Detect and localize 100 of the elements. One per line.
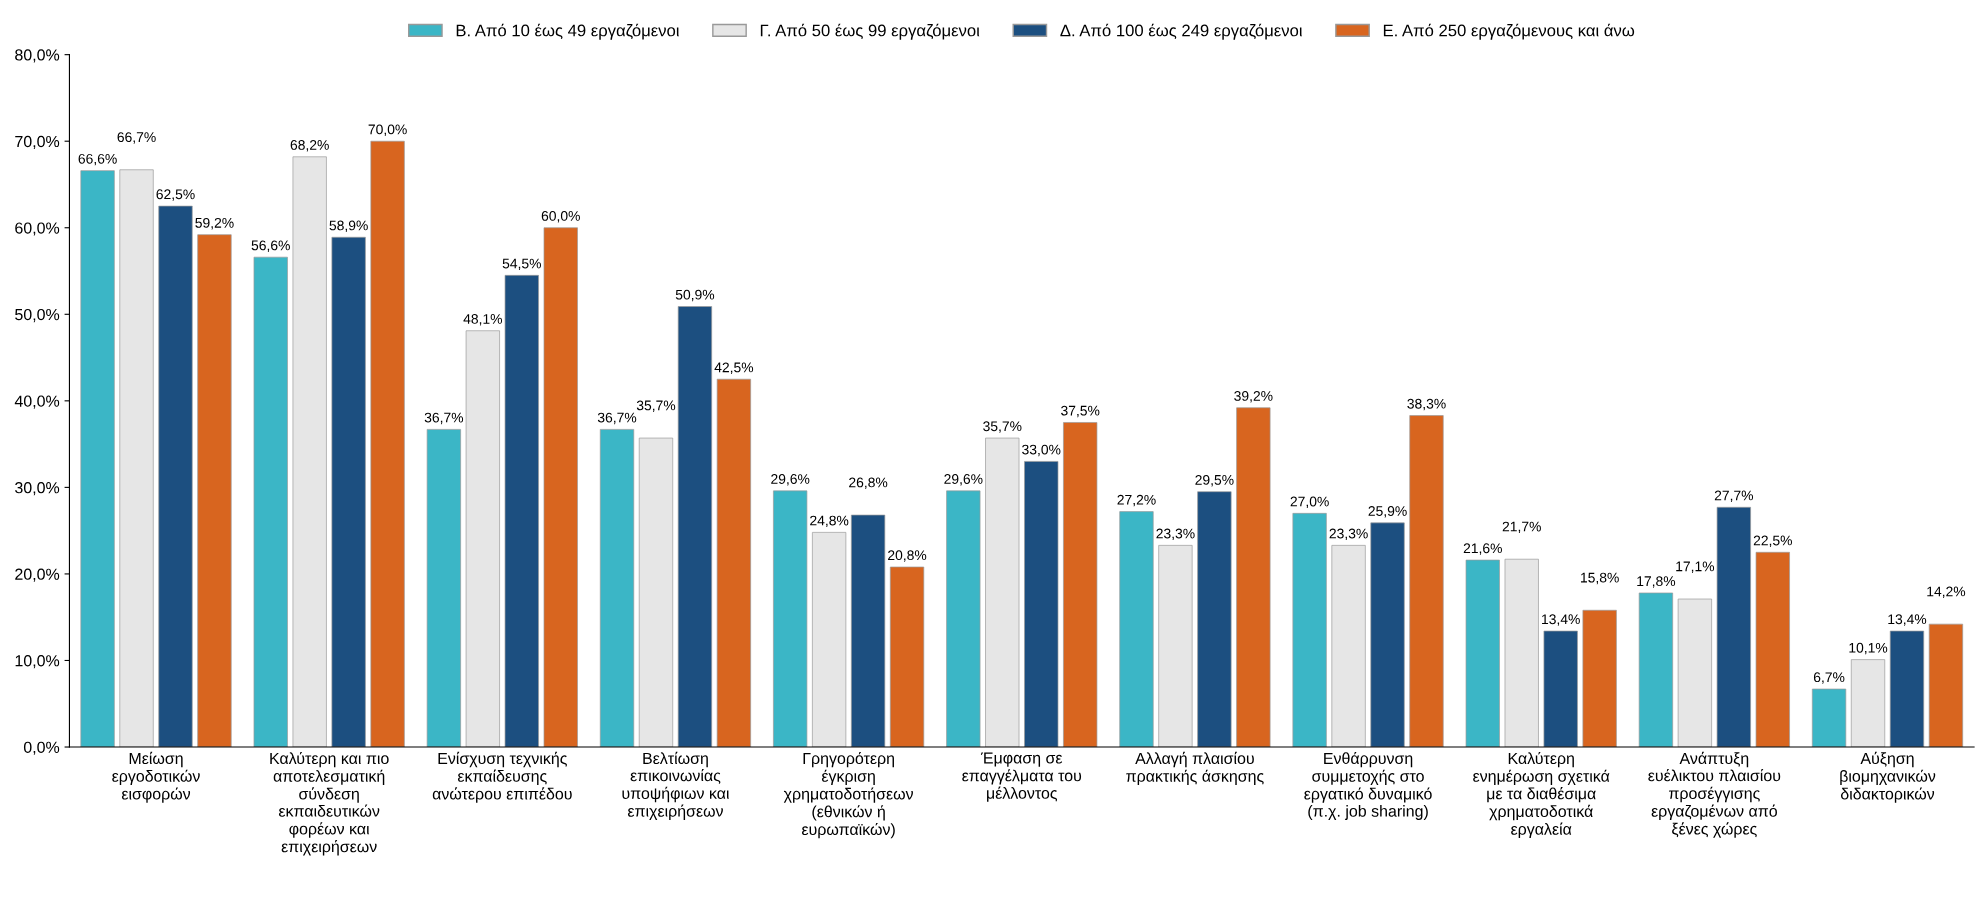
data-label: 70,0% xyxy=(368,124,407,136)
data-label: 60,0% xyxy=(541,211,580,223)
bar xyxy=(1543,630,1578,748)
data-label: 36,7% xyxy=(597,412,637,425)
data-label: 21,6% xyxy=(1463,543,1502,555)
bar xyxy=(292,156,327,748)
bar xyxy=(1755,551,1790,748)
y-tick-label: 70,0% xyxy=(15,135,60,150)
bar xyxy=(158,205,193,748)
bar xyxy=(543,227,578,748)
bar xyxy=(1292,513,1327,748)
data-label: 33,0% xyxy=(1022,444,1061,457)
data-label: 66,6% xyxy=(78,153,117,166)
bar xyxy=(946,490,981,748)
bar xyxy=(1370,522,1405,748)
x-tick-label: Αλλαγή πλαισίου πρακτικής άσκησης xyxy=(1126,751,1264,785)
x-tick-label: Καλύτερη ενημέρωση σχετικά με τα διαθέσιμα χρηματοδοτικά εργαλεία xyxy=(1473,751,1610,838)
data-label: 27,0% xyxy=(1290,496,1329,509)
data-label: 39,2% xyxy=(1234,391,1273,403)
data-label: 20,8% xyxy=(888,550,927,562)
data-label: 17,8% xyxy=(1637,576,1676,588)
data-label: 29,6% xyxy=(944,474,983,486)
bar xyxy=(1889,630,1925,748)
bar xyxy=(80,170,115,748)
data-label: 68,2% xyxy=(290,140,329,152)
bar xyxy=(677,306,713,748)
y-tick-label: 80,0% xyxy=(15,49,60,63)
bar xyxy=(850,514,886,748)
bar xyxy=(1024,461,1059,748)
legend-label: Γ. Από 50 έως 99 εργαζόμενοι xyxy=(760,23,980,40)
x-tick-label: Μείωση εργοδοτικών εισφορών xyxy=(112,751,200,803)
data-label: 50,9% xyxy=(675,289,715,302)
data-label: 26,8% xyxy=(849,477,888,489)
data-label: 22,5% xyxy=(1753,535,1792,548)
data-label: 13,4% xyxy=(1542,614,1580,626)
bar xyxy=(638,437,674,748)
data-label: 35,7% xyxy=(636,400,676,412)
bar xyxy=(773,490,808,748)
y-tick-label: 0,0% xyxy=(23,741,60,755)
data-label: 42,5% xyxy=(714,362,754,374)
data-label: 21,7% xyxy=(1502,521,1541,534)
bar xyxy=(889,566,925,748)
bar xyxy=(716,378,751,748)
x-tick-label: Αύξηση βιομηχανικών διδακτορικών xyxy=(1840,751,1936,803)
data-label: 56,6% xyxy=(251,240,290,252)
bar xyxy=(985,437,1020,748)
data-label: 58,9% xyxy=(329,220,368,232)
bar xyxy=(331,236,366,748)
bar xyxy=(1236,407,1271,748)
bar xyxy=(1465,559,1500,748)
y-tick-label: 20,0% xyxy=(15,568,60,582)
data-label: 29,6% xyxy=(771,474,810,486)
x-tick-label: Ενθάρρυνση συμμετοχής στο εργατικό δυναμικό (π.χ. job sharing) xyxy=(1304,751,1432,820)
data-label: 36,7% xyxy=(424,412,464,425)
data-label: 37,5% xyxy=(1061,405,1100,418)
bar xyxy=(1677,598,1712,748)
bar xyxy=(1504,558,1539,748)
data-label: 54,5% xyxy=(502,258,541,271)
data-label: 6,7% xyxy=(1813,672,1845,684)
data-label: 14,2% xyxy=(1927,586,1966,599)
x-tick-label: Έμφαση σε επαγγέλματα του μέλλοντος xyxy=(962,752,1082,802)
data-label: 62,5% xyxy=(156,189,195,201)
y-tick-label: 40,0% xyxy=(14,395,60,409)
data-label: 38,3% xyxy=(1407,398,1446,411)
bar xyxy=(1119,511,1154,748)
data-label: 25,9% xyxy=(1368,506,1407,518)
data-label: 13,4% xyxy=(1888,614,1927,626)
data-label: 24,8% xyxy=(810,515,849,528)
y-tick-label: 50,0% xyxy=(15,308,60,323)
bar xyxy=(599,429,635,748)
data-label: 23,3% xyxy=(1156,528,1195,541)
legend-label: Ε. Από 250 εργαζόμενους και άνω xyxy=(1383,23,1635,40)
y-tick-label: 60,0% xyxy=(15,222,60,236)
data-label: 48,1% xyxy=(463,313,503,326)
bar xyxy=(253,256,288,748)
legend-label: Β. Από 10 έως 49 εργαζόμενοι xyxy=(456,23,680,40)
bar xyxy=(1582,609,1617,748)
bar xyxy=(1197,491,1232,748)
bar xyxy=(1638,592,1674,748)
legend-label: Δ. Από 100 έως 249 εργαζόμενοι xyxy=(1060,23,1303,40)
data-label: 27,7% xyxy=(1714,490,1754,503)
bar xyxy=(1811,688,1847,748)
data-label: 15,8% xyxy=(1581,572,1619,585)
bar xyxy=(1928,623,1964,748)
data-label: 29,5% xyxy=(1195,474,1234,487)
data-label: 17,1% xyxy=(1676,561,1715,573)
bar xyxy=(1716,506,1751,748)
bar xyxy=(812,532,847,748)
x-tick-label: Ενίσχυση τεχνικής εκπαίδευσης ανώτερου επιπέδου xyxy=(432,751,572,803)
data-label: 10,1% xyxy=(1849,642,1888,655)
y-tick-label: 10,0% xyxy=(15,655,60,669)
bar xyxy=(426,429,461,748)
bar xyxy=(1409,415,1444,748)
bar xyxy=(504,275,539,748)
bar xyxy=(119,169,154,748)
data-label: 27,2% xyxy=(1117,494,1156,507)
bar xyxy=(1850,659,1886,748)
bar xyxy=(197,234,232,748)
y-tick-label: 30,0% xyxy=(15,482,60,496)
bar xyxy=(1158,545,1193,748)
